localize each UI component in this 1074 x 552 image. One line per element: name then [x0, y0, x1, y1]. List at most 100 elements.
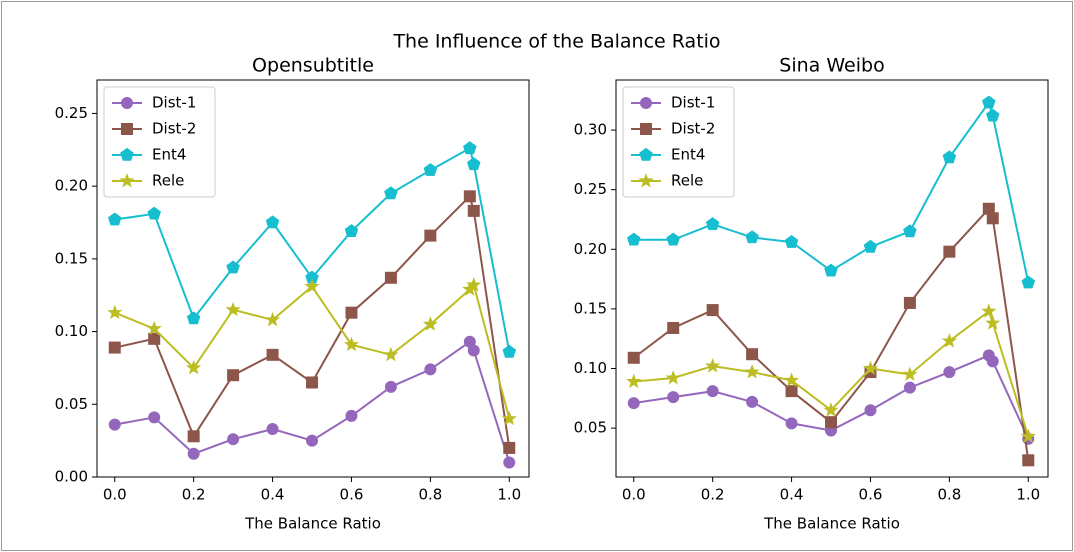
data-point — [942, 150, 957, 164]
data-point — [746, 395, 759, 408]
x-tick-label: 1.0 — [1016, 486, 1040, 504]
data-point — [784, 234, 799, 248]
data-point — [463, 141, 477, 155]
data-point — [627, 232, 641, 246]
data-point — [343, 336, 359, 352]
data-point — [424, 229, 437, 242]
data-point — [422, 316, 439, 331]
plot-frame — [96, 79, 530, 478]
legend-marker — [639, 147, 653, 161]
data-point — [227, 369, 240, 382]
data-point — [265, 215, 280, 229]
data-point — [186, 311, 201, 325]
legend-label: Rele — [152, 172, 184, 190]
legend-marker — [640, 123, 652, 135]
legend-marker — [640, 97, 652, 109]
data-point — [345, 306, 358, 319]
data-point — [503, 441, 516, 454]
plot-frame — [615, 79, 1049, 478]
data-point — [108, 341, 121, 354]
y-tick-label: 0.10 — [55, 322, 88, 340]
data-point — [108, 212, 122, 226]
data-point — [467, 344, 480, 357]
data-point — [148, 411, 161, 424]
data-point — [266, 348, 279, 361]
data-point — [666, 232, 680, 246]
x-tick-label: 0.4 — [261, 486, 285, 504]
data-point — [941, 333, 958, 348]
data-point — [985, 315, 1001, 330]
data-point — [345, 409, 358, 422]
legend-label: Ent4 — [152, 146, 186, 164]
data-point — [466, 277, 482, 292]
y-tick-label: 0.20 — [55, 177, 88, 195]
data-point — [304, 278, 320, 293]
data-point — [467, 157, 481, 171]
x-axis-label: The Balance Ratio — [763, 515, 900, 533]
data-point — [785, 417, 798, 430]
data-point — [226, 260, 240, 274]
x-tick-label: 0.0 — [622, 486, 646, 504]
data-point — [825, 416, 838, 429]
data-point — [107, 304, 123, 320]
data-point — [982, 95, 996, 109]
data-point — [864, 404, 877, 417]
data-point — [424, 363, 437, 376]
subplot-title: Sina Weibo — [779, 55, 884, 77]
y-tick-label: 0.20 — [574, 240, 607, 258]
x-tick-label: 0.4 — [780, 486, 804, 504]
data-point — [467, 204, 480, 217]
data-point — [384, 380, 397, 393]
data-point — [266, 423, 279, 436]
x-tick-label: 0.2 — [701, 486, 725, 504]
data-point — [862, 360, 878, 375]
data-point — [148, 332, 161, 345]
data-point — [306, 376, 319, 389]
legend-marker — [638, 173, 654, 188]
data-point — [627, 351, 640, 364]
y-tick-label: 0.15 — [55, 249, 88, 267]
data-point — [986, 355, 999, 368]
y-tick-label: 0.30 — [574, 121, 607, 139]
data-point — [745, 230, 759, 244]
subplot-title: Opensubtitle — [252, 55, 374, 77]
data-point — [784, 372, 800, 387]
legend-marker — [119, 173, 135, 188]
data-point — [384, 271, 397, 284]
data-point — [986, 108, 1000, 122]
y-tick-label: 0.25 — [55, 104, 88, 122]
legend-marker — [120, 147, 134, 161]
legend-marker — [121, 123, 133, 135]
data-point — [1020, 428, 1036, 443]
data-point — [986, 212, 999, 225]
data-point — [626, 373, 642, 389]
data-point — [706, 304, 719, 317]
data-point — [187, 447, 200, 460]
x-tick-label: 0.8 — [937, 486, 961, 504]
data-point — [665, 370, 681, 385]
data-point — [744, 364, 760, 379]
data-point — [146, 320, 162, 336]
data-point — [785, 385, 798, 398]
y-tick-label: 0.00 — [55, 468, 88, 486]
data-point — [384, 186, 398, 200]
data-point — [943, 366, 956, 379]
legend-box — [622, 86, 735, 198]
data-point — [265, 311, 281, 327]
y-tick-label: 0.10 — [574, 359, 607, 377]
data-point — [981, 303, 997, 318]
x-tick-label: 0.6 — [340, 486, 364, 504]
legend-label: Dist-1 — [152, 94, 196, 112]
legend-label: Rele — [671, 172, 703, 190]
data-point — [824, 263, 838, 277]
data-point — [705, 358, 721, 373]
data-point — [823, 402, 839, 417]
data-point — [423, 163, 438, 176]
data-point — [344, 224, 359, 237]
legend-label: Ent4 — [671, 146, 705, 164]
data-point — [108, 418, 121, 431]
data-point — [667, 321, 680, 334]
legend-box — [103, 86, 216, 198]
